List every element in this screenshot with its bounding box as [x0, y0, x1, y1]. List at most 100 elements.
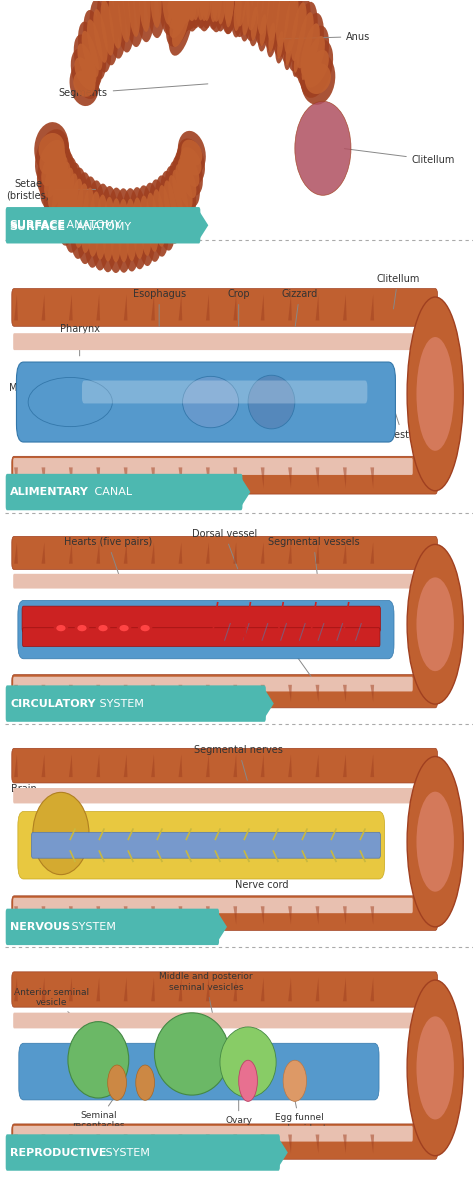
Polygon shape: [278, 1138, 288, 1167]
Ellipse shape: [176, 144, 203, 196]
Ellipse shape: [174, 0, 192, 32]
Ellipse shape: [78, 21, 102, 87]
Polygon shape: [233, 542, 237, 564]
Polygon shape: [370, 468, 374, 488]
Ellipse shape: [41, 145, 65, 186]
Ellipse shape: [260, 14, 267, 46]
Ellipse shape: [417, 337, 454, 451]
Polygon shape: [233, 1134, 237, 1153]
Ellipse shape: [193, 0, 209, 28]
Polygon shape: [42, 294, 46, 320]
Ellipse shape: [91, 184, 112, 271]
Ellipse shape: [231, 0, 251, 37]
Ellipse shape: [149, 179, 169, 257]
Ellipse shape: [182, 0, 199, 29]
Polygon shape: [206, 754, 210, 777]
Ellipse shape: [158, 185, 172, 241]
Ellipse shape: [194, 0, 214, 32]
Ellipse shape: [155, 176, 175, 251]
Text: Seminal
receptacles: Seminal receptacles: [72, 1081, 125, 1131]
Text: Intestine: Intestine: [381, 409, 424, 441]
Ellipse shape: [166, 0, 192, 47]
Polygon shape: [316, 542, 319, 564]
Polygon shape: [42, 468, 46, 488]
Ellipse shape: [246, 0, 259, 31]
Polygon shape: [264, 689, 274, 719]
Polygon shape: [199, 211, 208, 240]
Polygon shape: [179, 294, 182, 320]
Polygon shape: [206, 906, 210, 925]
Ellipse shape: [97, 0, 118, 66]
Polygon shape: [124, 294, 128, 320]
FancyBboxPatch shape: [6, 686, 266, 722]
Ellipse shape: [181, 147, 201, 176]
Ellipse shape: [90, 0, 111, 73]
Ellipse shape: [68, 1021, 129, 1098]
Ellipse shape: [295, 101, 351, 196]
Ellipse shape: [76, 177, 99, 264]
Ellipse shape: [140, 626, 150, 631]
Polygon shape: [124, 542, 128, 564]
Ellipse shape: [53, 157, 78, 238]
Text: ALIMENTARY: ALIMENTARY: [10, 487, 89, 497]
Ellipse shape: [34, 123, 69, 174]
Polygon shape: [206, 684, 210, 702]
Text: Brain: Brain: [10, 783, 58, 806]
Ellipse shape: [64, 167, 87, 253]
Polygon shape: [96, 468, 100, 488]
Ellipse shape: [300, 54, 309, 84]
Ellipse shape: [48, 151, 75, 229]
Polygon shape: [69, 294, 73, 320]
Polygon shape: [151, 978, 155, 1001]
Ellipse shape: [106, 187, 127, 273]
Ellipse shape: [417, 577, 454, 671]
FancyBboxPatch shape: [12, 895, 438, 931]
Ellipse shape: [146, 193, 159, 252]
Polygon shape: [370, 754, 374, 777]
Polygon shape: [14, 542, 18, 564]
Ellipse shape: [172, 170, 188, 218]
FancyBboxPatch shape: [17, 362, 395, 442]
Polygon shape: [14, 684, 18, 702]
Polygon shape: [316, 294, 319, 320]
Ellipse shape: [178, 159, 196, 198]
Ellipse shape: [240, 0, 252, 41]
Ellipse shape: [77, 44, 97, 84]
Ellipse shape: [267, 0, 280, 41]
Polygon shape: [124, 754, 128, 777]
Polygon shape: [179, 754, 182, 777]
Polygon shape: [261, 542, 264, 564]
Ellipse shape: [305, 49, 329, 87]
Polygon shape: [96, 1134, 100, 1153]
Polygon shape: [14, 1134, 18, 1153]
Ellipse shape: [128, 0, 140, 37]
FancyBboxPatch shape: [12, 1124, 438, 1159]
Polygon shape: [206, 1134, 210, 1153]
Text: REPRODUCTIVE: REPRODUCTIVE: [10, 1147, 107, 1158]
FancyBboxPatch shape: [31, 833, 381, 858]
FancyBboxPatch shape: [6, 1134, 280, 1171]
Text: Ovary: Ovary: [225, 1083, 252, 1125]
Polygon shape: [14, 906, 18, 925]
Polygon shape: [241, 477, 250, 507]
Ellipse shape: [136, 1065, 155, 1100]
Polygon shape: [14, 754, 18, 777]
Polygon shape: [316, 684, 319, 702]
Ellipse shape: [276, 0, 290, 47]
Text: SURFACE: SURFACE: [9, 220, 65, 230]
Ellipse shape: [268, 22, 275, 52]
Ellipse shape: [48, 157, 68, 209]
Ellipse shape: [139, 196, 152, 256]
Ellipse shape: [242, 0, 250, 35]
Text: Gizzard: Gizzard: [282, 289, 318, 326]
Ellipse shape: [248, 376, 295, 429]
Ellipse shape: [166, 0, 191, 31]
Ellipse shape: [186, 0, 198, 21]
Ellipse shape: [211, 0, 223, 22]
Ellipse shape: [40, 140, 70, 209]
Polygon shape: [179, 468, 182, 488]
Polygon shape: [288, 754, 292, 777]
Ellipse shape: [283, 1060, 307, 1101]
Ellipse shape: [305, 64, 331, 94]
Ellipse shape: [164, 166, 187, 236]
